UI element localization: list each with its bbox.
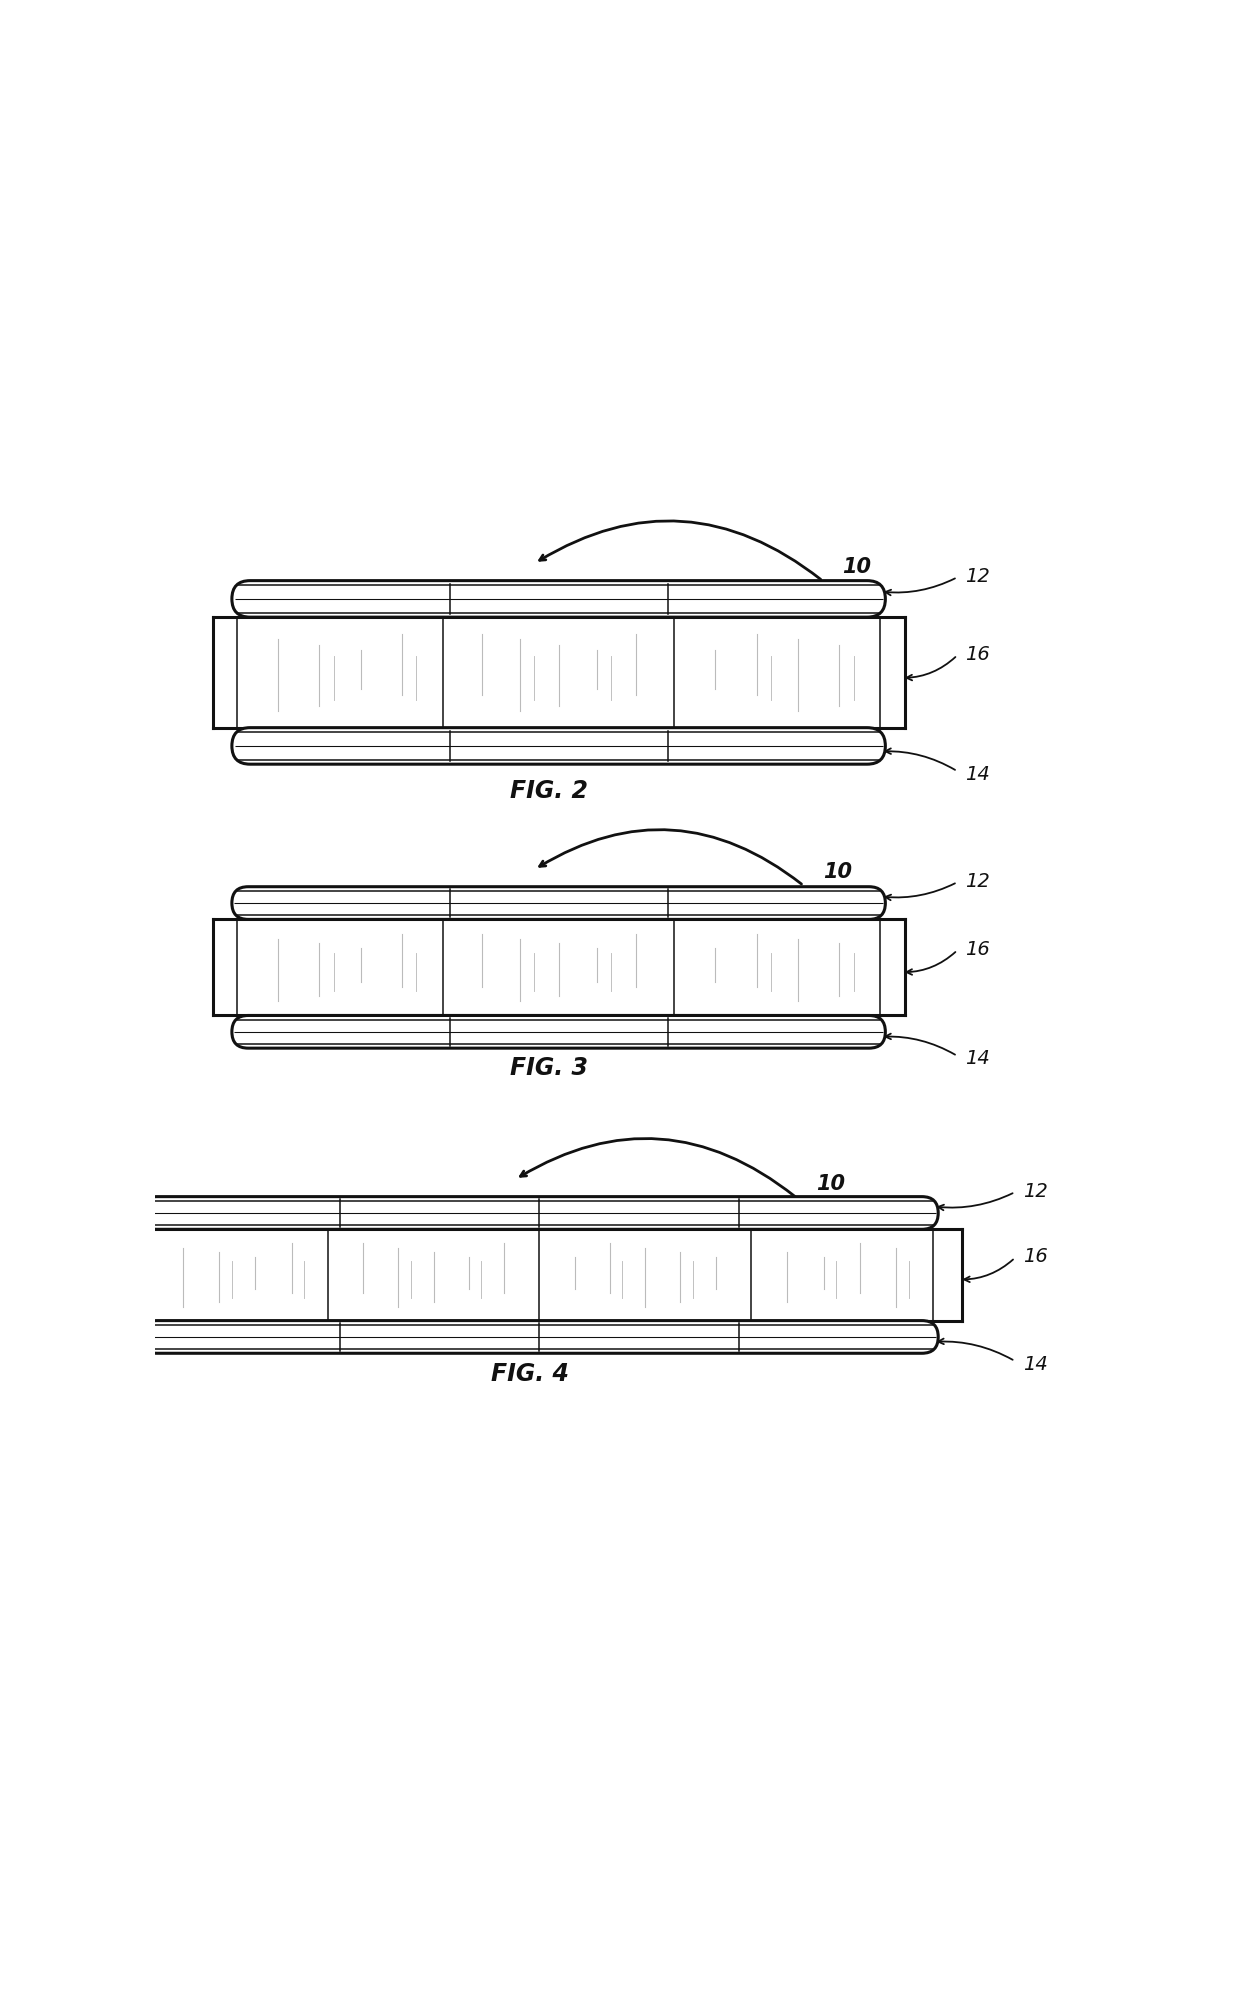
Text: 10: 10 bbox=[842, 557, 872, 577]
Bar bbox=[213, 921, 904, 1016]
Text: 14: 14 bbox=[965, 764, 990, 784]
Bar bbox=[213, 619, 904, 728]
Text: FIG. 2: FIG. 2 bbox=[510, 780, 588, 804]
Text: 10: 10 bbox=[816, 1174, 846, 1193]
Text: FIG. 3: FIG. 3 bbox=[510, 1056, 588, 1080]
Text: 12: 12 bbox=[965, 567, 990, 585]
FancyBboxPatch shape bbox=[232, 728, 885, 766]
FancyBboxPatch shape bbox=[140, 1197, 939, 1229]
Text: FIG. 4: FIG. 4 bbox=[491, 1362, 569, 1386]
FancyBboxPatch shape bbox=[140, 1321, 939, 1355]
Text: 14: 14 bbox=[965, 1048, 990, 1068]
Text: 16: 16 bbox=[965, 644, 990, 664]
Text: 12: 12 bbox=[1023, 1181, 1048, 1199]
Text: 12: 12 bbox=[965, 871, 990, 891]
Text: 14: 14 bbox=[1023, 1355, 1048, 1372]
Text: 16: 16 bbox=[1023, 1247, 1048, 1265]
Bar bbox=[117, 1229, 962, 1321]
Text: 16: 16 bbox=[965, 939, 990, 959]
FancyBboxPatch shape bbox=[232, 581, 885, 619]
FancyBboxPatch shape bbox=[232, 1016, 885, 1048]
FancyBboxPatch shape bbox=[232, 887, 885, 921]
Text: 10: 10 bbox=[823, 861, 852, 881]
